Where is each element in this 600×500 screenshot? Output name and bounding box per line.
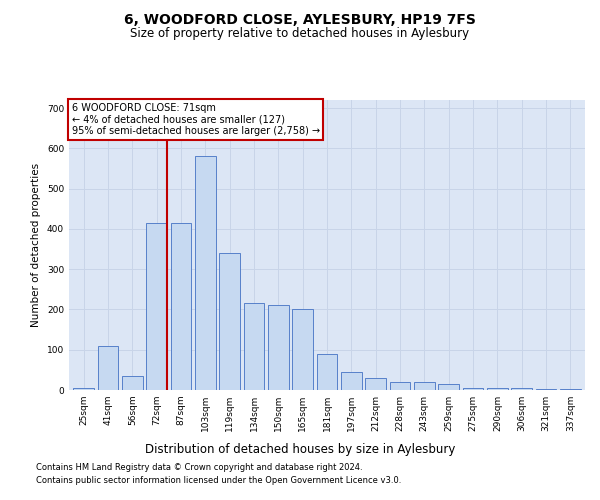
Bar: [146, 223, 167, 390]
Bar: [439, 384, 459, 390]
Text: Contains HM Land Registry data © Crown copyright and database right 2024.: Contains HM Land Registry data © Crown c…: [36, 464, 362, 472]
Bar: [341, 372, 362, 390]
Text: 6, WOODFORD CLOSE, AYLESBURY, HP19 7FS: 6, WOODFORD CLOSE, AYLESBURY, HP19 7FS: [124, 12, 476, 26]
Bar: [98, 346, 118, 390]
Bar: [268, 306, 289, 390]
Bar: [511, 388, 532, 390]
Text: Contains public sector information licensed under the Open Government Licence v3: Contains public sector information licen…: [36, 476, 401, 485]
Bar: [389, 382, 410, 390]
Bar: [219, 253, 240, 390]
Text: Distribution of detached houses by size in Aylesbury: Distribution of detached houses by size …: [145, 442, 455, 456]
Bar: [122, 376, 143, 390]
Bar: [292, 310, 313, 390]
Bar: [365, 378, 386, 390]
Bar: [487, 388, 508, 390]
Bar: [536, 389, 556, 390]
Bar: [463, 388, 484, 390]
Bar: [414, 382, 435, 390]
Bar: [170, 223, 191, 390]
Bar: [244, 304, 265, 390]
Bar: [73, 388, 94, 390]
Text: Size of property relative to detached houses in Aylesbury: Size of property relative to detached ho…: [130, 28, 470, 40]
Y-axis label: Number of detached properties: Number of detached properties: [31, 163, 41, 327]
Bar: [317, 354, 337, 390]
Bar: [195, 156, 215, 390]
Bar: [560, 389, 581, 390]
Text: 6 WOODFORD CLOSE: 71sqm
← 4% of detached houses are smaller (127)
95% of semi-de: 6 WOODFORD CLOSE: 71sqm ← 4% of detached…: [71, 103, 320, 136]
